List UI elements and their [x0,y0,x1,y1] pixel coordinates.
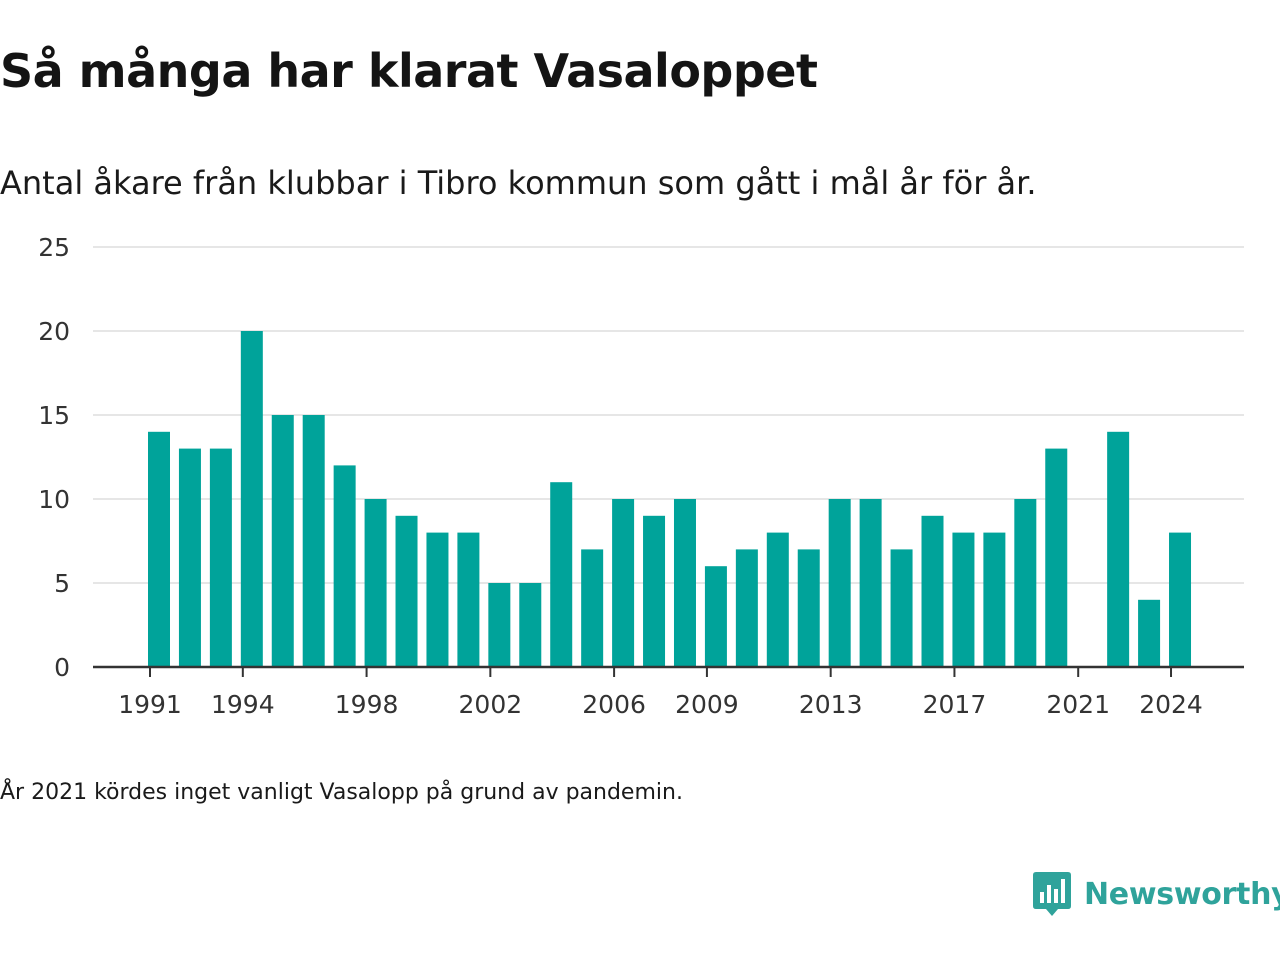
x-tick-label: 2021 [1046,690,1110,719]
bar-chart: 0 5 10 15 20 25 1991 1994 1998 2002 2006 2009 2013 2… [38,233,1244,719]
y-tick-label: 20 [38,317,70,346]
footnote: År 2021 kördes inget vanligt Vasalopp på… [0,780,683,805]
x-tick-label: 1994 [211,690,275,719]
bar-2007 [643,515,666,667]
x-axis-ticks: 1991 1994 1998 2002 2006 2009 2013 2017 2021 2024 [118,667,1203,719]
bar-1995 [271,415,294,667]
bar-2018 [983,532,1006,667]
y-tick-label: 5 [54,569,70,598]
bar-2024 [1169,532,1192,667]
bar-2019 [1014,499,1037,667]
y-tick-label: 25 [38,233,70,262]
bar-2023 [1138,599,1161,667]
bar-2005 [581,549,604,667]
x-tick-label: 2013 [799,690,863,719]
brand-name: Newsworthy [1084,876,1280,912]
bar-2009 [704,566,727,667]
bar-1998 [364,499,387,667]
x-tick-label: 2009 [675,690,739,719]
x-tick-label: 2002 [459,690,523,719]
newsworthy-logo: Newsworthy [1032,870,1280,918]
x-tick-label: 1998 [335,690,399,719]
bar-1994 [240,331,263,667]
bar-2016 [921,515,944,667]
newsworthy-logo-icon [1033,872,1071,916]
bar-2012 [797,549,820,667]
gridlines [93,246,1244,584]
x-tick-label: 2017 [923,690,987,719]
bars [148,331,1192,667]
x-tick-label: 2024 [1139,690,1203,719]
bar-1997 [333,465,356,667]
bar-2000 [426,532,449,667]
chart-subtitle: Antal åkare från klubbar i Tibro kommun … [0,164,1037,202]
y-tick-label: 10 [38,485,70,514]
bar-2022 [1107,431,1130,667]
bar-2010 [735,549,758,667]
bar-2017 [952,532,975,667]
bar-2020 [1045,448,1068,667]
bar-2003 [519,583,542,667]
bar-2001 [457,532,480,667]
bar-2008 [673,499,696,667]
chart-title: Så många har klarat Vasaloppet [0,44,818,98]
y-axis-ticks: 0 5 10 15 20 25 [38,233,70,682]
bar-2011 [766,532,789,667]
y-tick-label: 0 [54,653,70,682]
bar-1991 [148,431,170,667]
bar-2015 [890,549,913,667]
bar-1993 [209,448,232,667]
bar-2006 [612,499,635,667]
x-tick-label: 2006 [582,690,646,719]
bar-1999 [395,515,418,667]
bar-1996 [302,415,325,667]
bar-1992 [178,448,201,667]
bar-2002 [488,583,511,667]
x-tick-label: 1991 [118,690,182,719]
bar-2013 [828,499,851,667]
bar-2014 [859,499,882,667]
y-tick-label: 15 [38,401,70,430]
bar-2004 [550,482,573,667]
